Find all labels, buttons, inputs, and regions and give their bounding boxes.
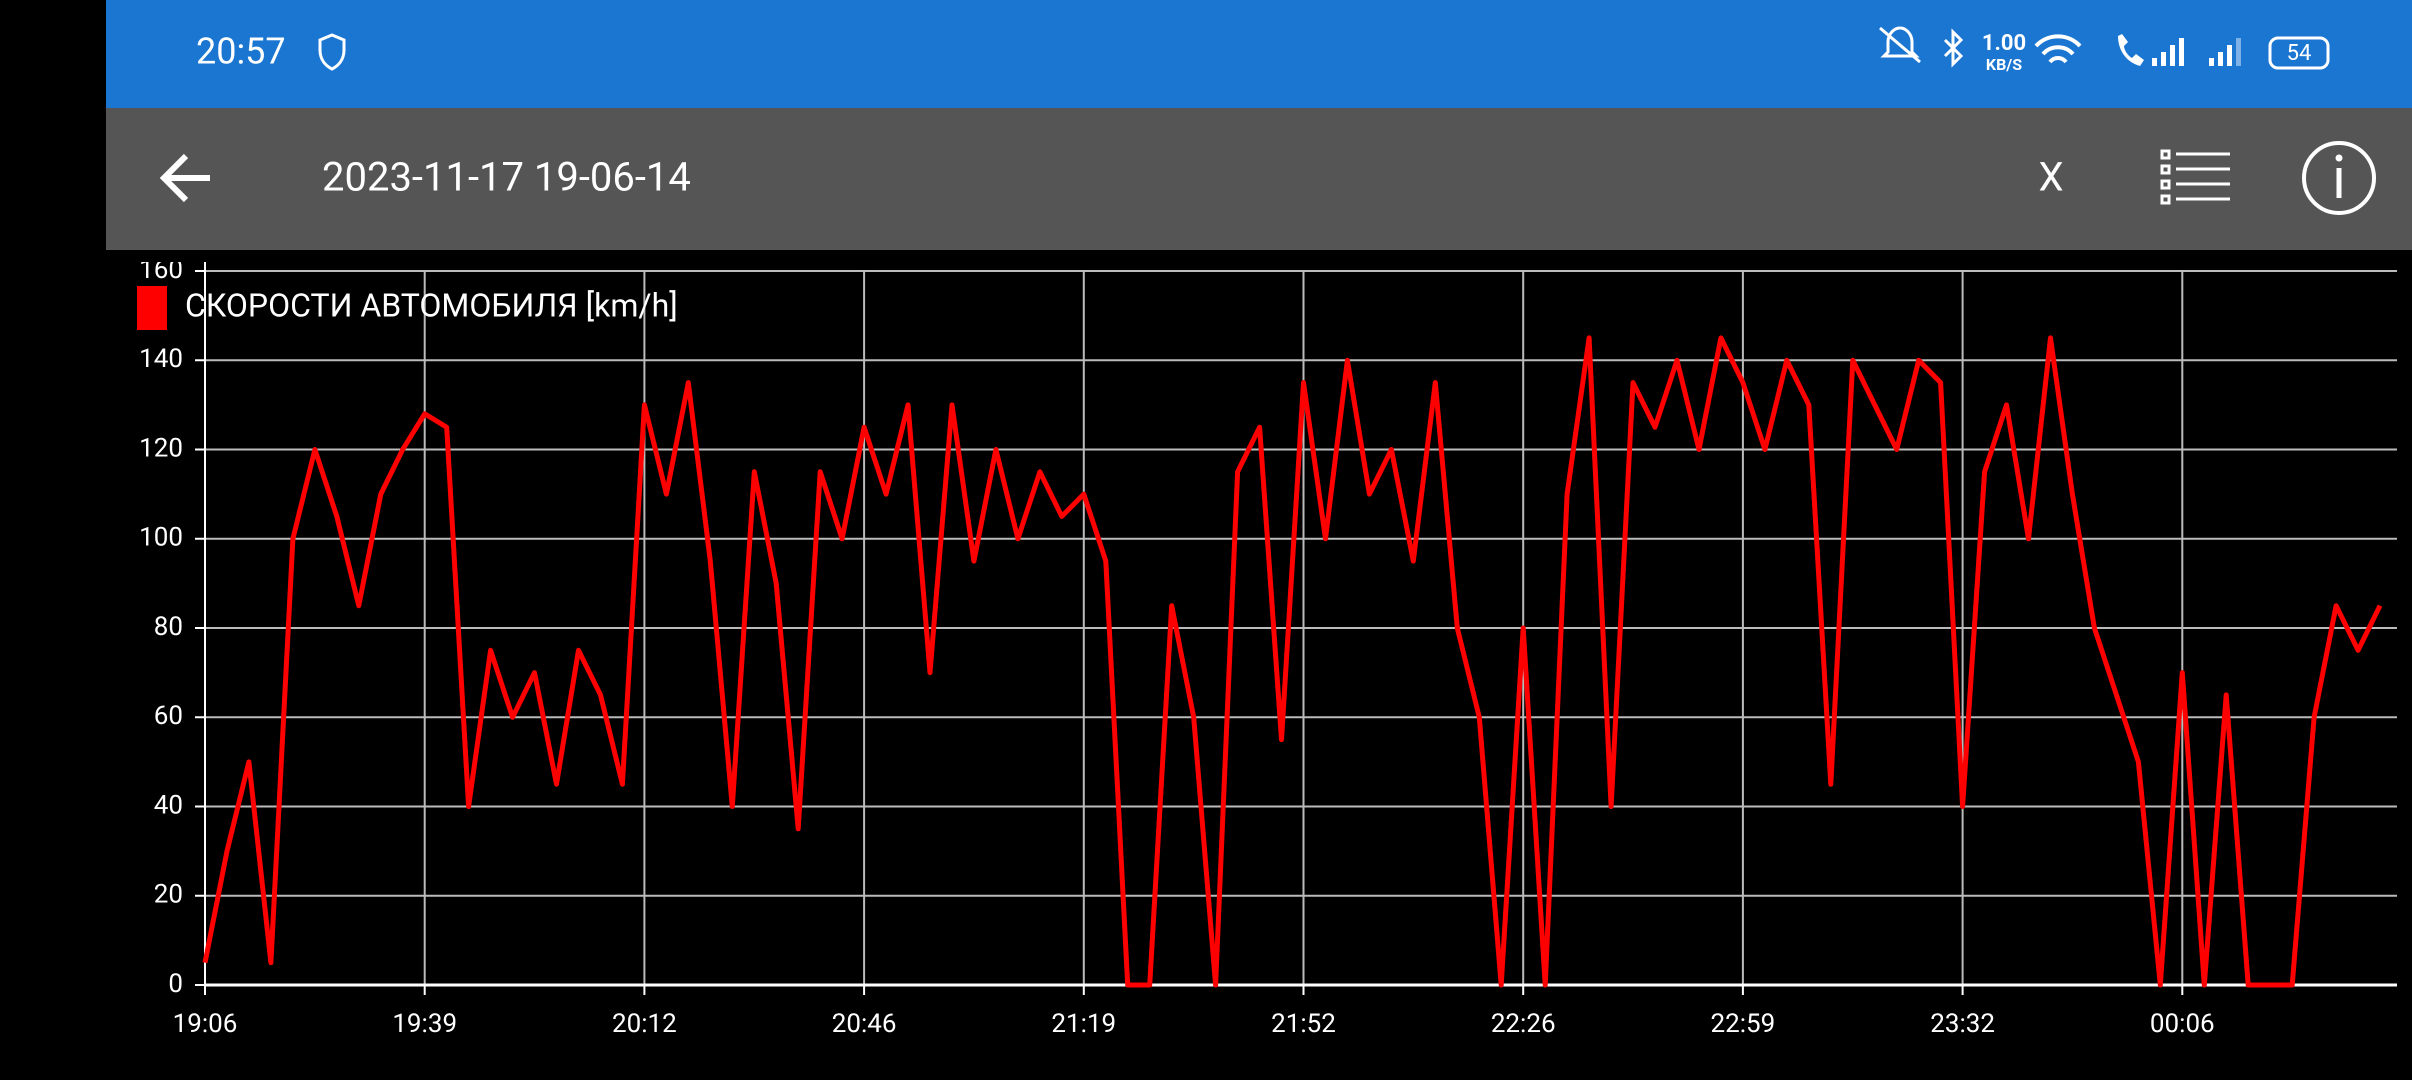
bluetooth-icon <box>1943 28 1964 68</box>
back-button[interactable] <box>159 153 210 203</box>
x-tick-label: 20:12 <box>612 1009 677 1039</box>
x-tick-label: 19:39 <box>392 1009 457 1039</box>
y-tick-label: 20 <box>154 880 183 910</box>
network-unit: KB/S <box>1986 55 2022 74</box>
app-bar-edge <box>106 250 2412 262</box>
signal-icon <box>2152 38 2241 66</box>
wifi-icon <box>2034 34 2082 64</box>
x-tick-label: 22:59 <box>1711 1009 1776 1039</box>
battery-level: 54 <box>2287 41 2312 66</box>
call-icon <box>2118 34 2144 66</box>
y-tick-label: 60 <box>154 701 183 731</box>
y-tick-label: 120 <box>139 433 183 463</box>
status-bar <box>106 0 2412 108</box>
shield-icon <box>318 33 346 71</box>
mute-icon <box>1879 26 1921 64</box>
y-tick-label: 40 <box>154 790 183 820</box>
legend-label: СКОРОСТИ АВТОМОБИЛЯ [km/h] <box>185 286 678 324</box>
x-tick-label: 21:52 <box>1271 1009 1336 1039</box>
app-title: 2023-11-17 19-06-14 <box>322 154 691 201</box>
info-button[interactable] <box>2302 141 2376 215</box>
x-tick-label: 20:46 <box>832 1009 897 1039</box>
legend-swatch <box>137 286 167 330</box>
x-tick-label: 19:06 <box>173 1009 238 1039</box>
x-tick-label: 23:32 <box>1930 1009 1995 1039</box>
x-tick-label: 00:06 <box>2150 1009 2215 1039</box>
clock: 20:57 <box>196 31 286 73</box>
y-tick-label: 0 <box>168 969 183 999</box>
y-tick-label: 100 <box>139 523 183 553</box>
close-button[interactable]: X <box>2038 154 2063 201</box>
app-bar <box>106 108 2412 250</box>
x-tick-label: 22:26 <box>1491 1009 1556 1039</box>
x-tick-label: 21:19 <box>1051 1009 1116 1039</box>
battery-icon <box>2268 36 2330 70</box>
y-tick-label: 140 <box>139 344 183 374</box>
info-dot <box>2335 154 2343 162</box>
series-line <box>202 335 2383 988</box>
list-button[interactable] <box>2160 149 2230 205</box>
y-tick-label: 80 <box>154 612 183 642</box>
network-speed: 1.00 <box>1982 31 2026 56</box>
